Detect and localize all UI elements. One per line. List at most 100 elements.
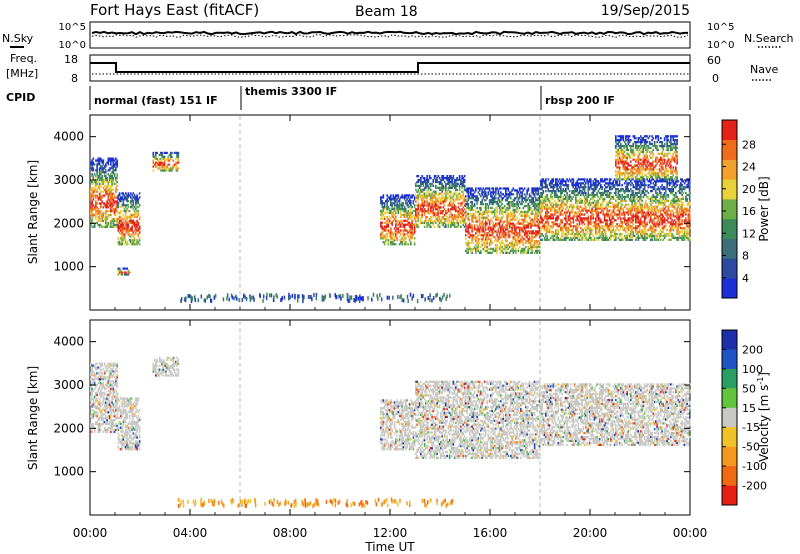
echo-cell (440, 180, 442, 184)
echo-cell (640, 219, 642, 222)
echo-cell (551, 230, 553, 234)
echo-cell (127, 209, 130, 213)
echo-cell (533, 236, 536, 239)
echo-cell (428, 182, 431, 186)
echo-cell (487, 187, 490, 190)
echo-cell (507, 251, 510, 254)
echo-cell (442, 206, 445, 209)
echo-cell (630, 225, 632, 228)
echo-cell (405, 196, 407, 199)
echo-cell (102, 178, 105, 182)
echo-cell (556, 178, 558, 181)
echo-cell (415, 182, 417, 186)
echo-cell (520, 251, 522, 254)
echo-cell (116, 161, 118, 164)
echo-cell (620, 201, 622, 204)
echo-cell (537, 189, 540, 192)
echo-cell (417, 198, 420, 201)
echo-cell (383, 225, 386, 228)
echo-cell (112, 180, 115, 184)
echo-cell (592, 191, 595, 195)
echo-cell (568, 197, 571, 201)
echo-cell (525, 242, 527, 245)
echo-cell (603, 207, 606, 210)
echo-cell (176, 161, 178, 164)
echo-cell (121, 235, 123, 238)
echo-cell (416, 196, 418, 199)
echo-cell (471, 240, 473, 243)
echo-cell (608, 188, 611, 191)
echo-cell (488, 199, 491, 202)
echo-cell (628, 207, 631, 210)
echo-cell (515, 203, 517, 206)
echo-cell (577, 207, 580, 210)
echo-cell (638, 236, 641, 240)
echo-cell (671, 186, 673, 189)
echo-cell (107, 159, 110, 162)
echo-cell (623, 182, 626, 185)
echo-cell (107, 221, 110, 225)
echo-cell (551, 217, 553, 220)
echo-cell (126, 231, 128, 234)
echo-cell (545, 207, 547, 210)
echo-cell (95, 208, 97, 211)
echo-cell (537, 230, 540, 233)
echo-cell (647, 229, 650, 232)
echo-cell (93, 225, 96, 228)
echo-cell (532, 204, 535, 208)
echo-cell (490, 193, 492, 196)
echo-cell (571, 205, 573, 208)
echo-cell (128, 233, 131, 236)
echo-cell (160, 169, 162, 172)
echo-cell (565, 236, 567, 240)
echo-cell (551, 178, 553, 181)
echo-cell (403, 243, 406, 246)
echo-cell (581, 217, 583, 220)
echo-cell (513, 236, 516, 239)
echo-cell (90, 212, 92, 215)
echo-cell (418, 190, 421, 193)
echo-cell (135, 221, 137, 224)
echo-cell (486, 240, 488, 243)
echo-cell (522, 243, 525, 247)
echo-cell (110, 167, 112, 170)
echo-cell (662, 205, 665, 208)
echo-cell (107, 157, 110, 160)
echo-cell (641, 203, 643, 206)
echo-cell (435, 184, 437, 188)
echo-cell (565, 184, 567, 187)
echo-cell (491, 197, 493, 200)
echo-cell (622, 229, 625, 232)
echo-cell (441, 200, 443, 203)
echo-cell (481, 220, 483, 223)
echo-cell (652, 186, 655, 189)
echo-cell (635, 229, 637, 232)
echo-cell (437, 198, 440, 201)
echo-cell (410, 207, 412, 211)
echo-cell (110, 200, 112, 203)
echo-cell (590, 182, 592, 185)
echo-cell (91, 165, 93, 168)
echo-cell (597, 207, 600, 210)
echo-cell (486, 245, 488, 249)
echo-cell (433, 212, 436, 215)
echo-cell (580, 227, 582, 230)
echo-cell (117, 198, 120, 201)
echo-cell (396, 239, 398, 242)
echo-cell (637, 207, 640, 210)
echo-cell (392, 243, 395, 246)
echo-cell (650, 229, 652, 232)
echo-cell (588, 227, 591, 230)
echo-cell (526, 230, 528, 233)
echo-cell (113, 165, 116, 168)
echo-cell (466, 187, 468, 190)
echo-cell (535, 220, 537, 223)
echo-cell (657, 238, 660, 241)
echo-cell (402, 196, 405, 199)
echo-cell (553, 199, 556, 202)
echo-cell (471, 201, 473, 204)
echo-cell (593, 236, 596, 240)
echo-cell (383, 221, 386, 224)
echo-cell (590, 217, 592, 220)
echo-cell (457, 182, 460, 186)
